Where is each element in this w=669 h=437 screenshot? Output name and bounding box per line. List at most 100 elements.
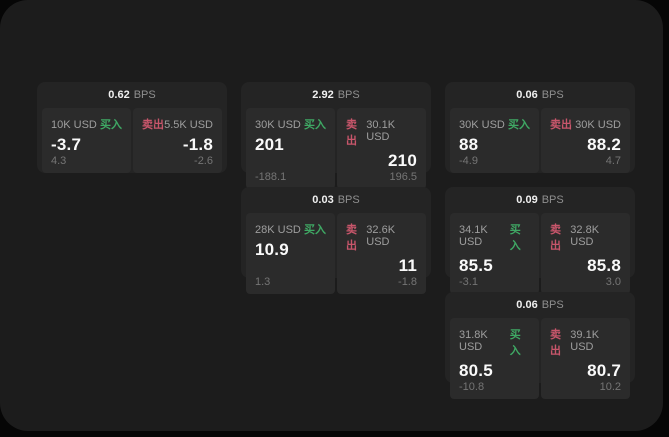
buy-price: 10.9: [255, 240, 289, 259]
buy-delta: 1.3: [255, 276, 271, 288]
buy-panel[interactable]: 28K USD 买入 10.9 1.3: [246, 213, 335, 294]
buy-label: 买入: [304, 224, 326, 236]
quote-card[interactable]: 0.03 BPS 28K USD 买入 10.9 1.3 卖出 32.6K USD 11 -1.8: [241, 187, 431, 294]
sell-price: 85.8: [587, 256, 621, 275]
buy-notional: 31.8K USD: [459, 329, 488, 353]
card-header: 0.62 BPS: [37, 82, 227, 108]
buy-label: 买入: [509, 224, 521, 252]
sell-label: 卖出: [346, 119, 357, 147]
sell-panel-top: 卖出 39.1K USD: [550, 326, 621, 358]
sell-panel-top: 卖出 32.8K USD: [550, 221, 621, 253]
buy-price: 201: [255, 135, 284, 154]
sell-delta: -1.8: [398, 276, 417, 288]
buy-delta: -4.9: [459, 155, 478, 167]
buy-panel[interactable]: 30K USD 买入 201 -188.1: [246, 108, 335, 189]
sell-label: 卖出: [550, 119, 572, 131]
sell-panel[interactable]: 卖出 32.8K USD 85.8 3.0: [541, 213, 630, 294]
sell-label: 卖出: [142, 119, 164, 131]
buy-label: 买入: [100, 119, 122, 131]
buy-price: 88: [459, 135, 479, 154]
buy-notional: 30K USD: [459, 119, 505, 131]
buy-delta: -10.8: [459, 381, 485, 393]
buy-sell-panels: 28K USD 买入 10.9 1.3 卖出 32.6K USD 11 -1.8: [241, 213, 431, 299]
buy-notional: 10K USD: [51, 119, 97, 131]
buy-sell-panels: 30K USD 买入 88 -4.9 卖出 30K USD 88.2 4.7: [445, 108, 635, 178]
sell-panel[interactable]: 卖出 30.1K USD 210 196.5: [337, 108, 426, 189]
buy-label: 买入: [304, 119, 326, 131]
sell-notional: 39.1K USD: [570, 329, 600, 353]
sell-notional: 30.1K USD: [366, 119, 396, 143]
bps-unit-label: BPS: [337, 89, 360, 101]
card-header: 0.03 BPS: [241, 187, 431, 213]
buy-notional: 34.1K USD: [459, 224, 488, 248]
buy-panel-top: 28K USD 买入: [255, 221, 326, 237]
sell-delta: -2.6: [194, 155, 213, 167]
bps-unit-label: BPS: [337, 194, 360, 206]
sell-label: 卖出: [346, 224, 357, 252]
buy-label: 买入: [508, 119, 530, 131]
sell-notional: 32.6K USD: [366, 224, 396, 248]
sell-price: 210: [388, 151, 417, 170]
bps-unit-label: BPS: [541, 194, 564, 206]
sell-price: -1.8: [182, 135, 213, 154]
sell-notional: 5.5K USD: [164, 119, 213, 131]
bps-unit-label: BPS: [133, 89, 156, 101]
sell-price: 80.7: [587, 361, 621, 380]
trading-panel: 0.62 BPS 10K USD 买入 -3.7 4.3 卖出 5.5K USD -1.8 -2.…: [0, 0, 663, 431]
bps-value: 0.09: [516, 194, 538, 206]
sell-panel[interactable]: 卖出 32.6K USD 11 -1.8: [337, 213, 426, 294]
card-header: 0.06 BPS: [445, 82, 635, 108]
sell-notional: 32.8K USD: [570, 224, 600, 248]
card-header: 0.09 BPS: [445, 187, 635, 213]
buy-panel-top: 34.1K USD 买入: [459, 221, 530, 253]
buy-panel[interactable]: 30K USD 买入 88 -4.9: [450, 108, 539, 173]
quote-card[interactable]: 0.09 BPS 34.1K USD 买入 85.5 -3.1 卖出 32.8K USD 85.…: [445, 187, 635, 294]
quote-card[interactable]: 2.92 BPS 30K USD 买入 201 -188.1 卖出 30.1K USD 210 1…: [241, 82, 431, 189]
sell-panel[interactable]: 卖出 5.5K USD -1.8 -2.6: [133, 108, 222, 173]
buy-sell-panels: 10K USD 买入 -3.7 4.3 卖出 5.5K USD -1.8 -2.6: [37, 108, 227, 178]
buy-sell-panels: 30K USD 买入 201 -188.1 卖出 30.1K USD 210 196.5: [241, 108, 431, 194]
sell-panel-top: 卖出 32.6K USD: [346, 221, 417, 253]
sell-notional: 30K USD: [575, 119, 621, 131]
card-header: 0.06 BPS: [445, 292, 635, 318]
buy-notional: 30K USD: [255, 119, 301, 131]
buy-panel[interactable]: 10K USD 买入 -3.7 4.3: [42, 108, 131, 173]
sell-panel[interactable]: 卖出 39.1K USD 80.7 10.2: [541, 318, 630, 399]
sell-panel-top: 卖出 30K USD: [550, 116, 621, 132]
buy-sell-panels: 31.8K USD 买入 80.5 -10.8 卖出 39.1K USD 80.7 10.2: [445, 318, 635, 404]
sell-label: 卖出: [550, 224, 561, 252]
buy-notional: 28K USD: [255, 224, 301, 236]
buy-panel[interactable]: 34.1K USD 买入 85.5 -3.1: [450, 213, 539, 294]
card-header: 2.92 BPS: [241, 82, 431, 108]
buy-label: 买入: [509, 329, 521, 357]
sell-price: 11: [398, 256, 417, 275]
quote-card[interactable]: 0.06 BPS 31.8K USD 买入 80.5 -10.8 卖出 39.1K USD 80…: [445, 292, 635, 399]
buy-delta: -3.1: [459, 276, 478, 288]
sell-panel-top: 卖出 30.1K USD: [346, 116, 417, 148]
sell-price: 88.2: [587, 135, 621, 154]
buy-panel-top: 30K USD 买入: [459, 116, 530, 132]
bps-unit-label: BPS: [541, 299, 564, 311]
buy-price: 85.5: [459, 256, 493, 275]
sell-label: 卖出: [550, 329, 561, 357]
buy-price: 80.5: [459, 361, 493, 380]
bps-value: 0.06: [516, 89, 538, 101]
bps-value: 0.62: [108, 89, 130, 101]
bps-value: 0.03: [312, 194, 334, 206]
sell-panel-top: 卖出 5.5K USD: [142, 116, 213, 132]
buy-sell-panels: 34.1K USD 买入 85.5 -3.1 卖出 32.8K USD 85.8 3.0: [445, 213, 635, 299]
quote-card[interactable]: 0.62 BPS 10K USD 买入 -3.7 4.3 卖出 5.5K USD -1.8 -2.…: [37, 82, 227, 173]
sell-delta: 3.0: [605, 276, 621, 288]
buy-panel-top: 31.8K USD 买入: [459, 326, 530, 358]
bps-unit-label: BPS: [541, 89, 564, 101]
sell-delta: 196.5: [389, 171, 417, 183]
buy-panel-top: 10K USD 买入: [51, 116, 122, 132]
buy-delta: -188.1: [255, 171, 287, 183]
buy-panel[interactable]: 31.8K USD 买入 80.5 -10.8: [450, 318, 539, 399]
sell-delta: 4.7: [605, 155, 621, 167]
quote-card[interactable]: 0.06 BPS 30K USD 买入 88 -4.9 卖出 30K USD 88.2 4.7: [445, 82, 635, 173]
bps-value: 2.92: [312, 89, 334, 101]
bps-value: 0.06: [516, 299, 538, 311]
sell-panel[interactable]: 卖出 30K USD 88.2 4.7: [541, 108, 630, 173]
buy-panel-top: 30K USD 买入: [255, 116, 326, 132]
